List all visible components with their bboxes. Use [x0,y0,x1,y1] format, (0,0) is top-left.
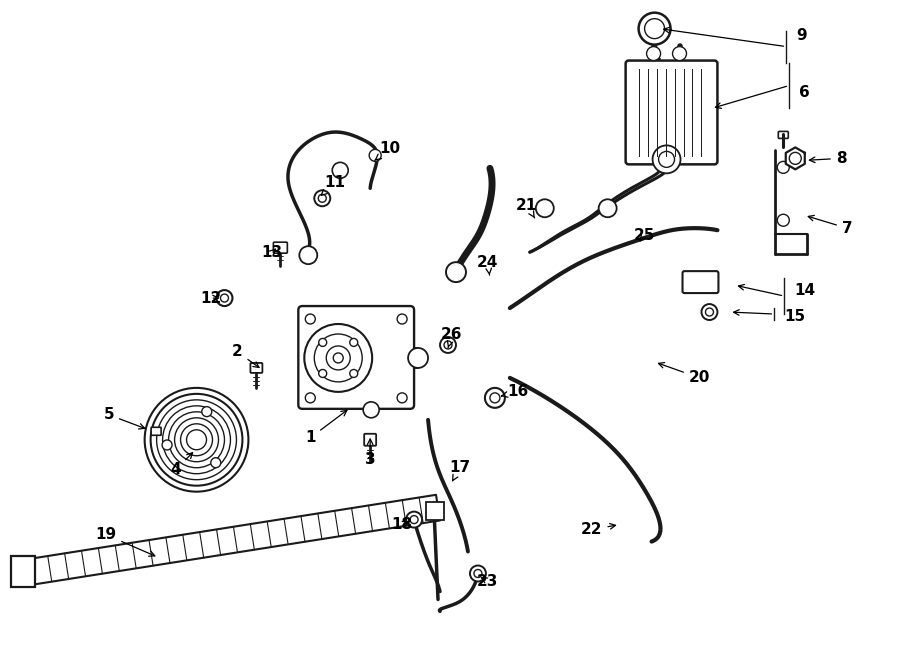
Circle shape [690,275,705,289]
FancyBboxPatch shape [151,427,161,436]
Circle shape [440,337,456,353]
Circle shape [778,161,789,173]
Circle shape [490,393,500,403]
Circle shape [652,145,680,173]
Circle shape [300,246,318,264]
Circle shape [474,570,482,578]
Circle shape [408,348,428,368]
Text: 18: 18 [392,517,413,532]
Circle shape [406,512,422,527]
FancyBboxPatch shape [778,132,788,138]
Circle shape [157,400,237,480]
Circle shape [333,353,343,363]
Circle shape [163,406,230,474]
Circle shape [646,46,661,61]
Circle shape [410,516,419,524]
Text: 11: 11 [321,175,346,196]
Circle shape [18,575,27,584]
Circle shape [446,262,466,282]
Circle shape [181,424,212,455]
Polygon shape [786,147,805,169]
Circle shape [639,13,670,44]
Text: 23: 23 [477,574,499,589]
Text: 20: 20 [659,363,710,385]
Circle shape [598,199,616,217]
Circle shape [168,412,224,468]
Circle shape [314,334,362,382]
Circle shape [397,314,407,324]
Circle shape [150,394,242,486]
Circle shape [659,151,674,167]
Text: 10: 10 [374,141,400,161]
Text: 3: 3 [364,439,375,467]
Circle shape [314,190,330,206]
Circle shape [145,388,248,492]
Circle shape [327,346,350,370]
Text: 17: 17 [449,460,471,481]
FancyBboxPatch shape [364,434,376,446]
Text: 22: 22 [581,522,616,537]
Circle shape [332,163,348,178]
Circle shape [186,430,206,449]
FancyBboxPatch shape [250,363,263,373]
Text: 15: 15 [784,309,806,323]
Circle shape [485,388,505,408]
Text: 25: 25 [634,227,655,243]
Text: 19: 19 [95,527,155,556]
FancyBboxPatch shape [426,502,444,520]
Circle shape [304,324,373,392]
Circle shape [319,338,327,346]
Circle shape [364,402,379,418]
Circle shape [444,341,452,349]
Circle shape [397,393,407,403]
Circle shape [175,418,219,462]
FancyBboxPatch shape [298,306,414,409]
FancyBboxPatch shape [682,271,718,293]
FancyBboxPatch shape [11,555,35,588]
Circle shape [211,457,220,468]
Text: 12: 12 [200,291,221,305]
Circle shape [350,338,358,346]
Text: 24: 24 [477,254,499,275]
Text: 21: 21 [517,198,537,218]
Text: 9: 9 [796,28,807,43]
Circle shape [162,440,172,450]
Text: 5: 5 [104,407,145,429]
Circle shape [706,308,714,316]
Circle shape [789,153,801,165]
Circle shape [701,304,717,320]
Circle shape [18,557,27,566]
Circle shape [217,290,232,306]
Circle shape [305,314,315,324]
FancyBboxPatch shape [274,242,287,253]
Circle shape [350,369,358,377]
Text: 1: 1 [305,410,346,446]
Circle shape [672,46,687,61]
Text: 16: 16 [501,384,528,399]
Text: 7: 7 [808,215,852,236]
Circle shape [369,149,381,161]
Text: 14: 14 [795,283,815,297]
FancyBboxPatch shape [626,61,717,165]
Circle shape [319,369,327,377]
Text: 2: 2 [232,344,259,368]
Circle shape [470,566,486,582]
Circle shape [644,19,664,38]
Text: 26: 26 [441,327,463,348]
Text: 13: 13 [262,245,283,260]
Polygon shape [31,495,440,584]
Circle shape [319,194,327,202]
Circle shape [305,393,315,403]
Circle shape [706,278,714,286]
Circle shape [220,294,229,302]
Text: 8: 8 [809,151,847,166]
Text: 6: 6 [799,85,810,100]
Circle shape [202,407,211,416]
Circle shape [778,214,789,226]
Circle shape [536,199,554,217]
Text: 4: 4 [170,453,193,477]
